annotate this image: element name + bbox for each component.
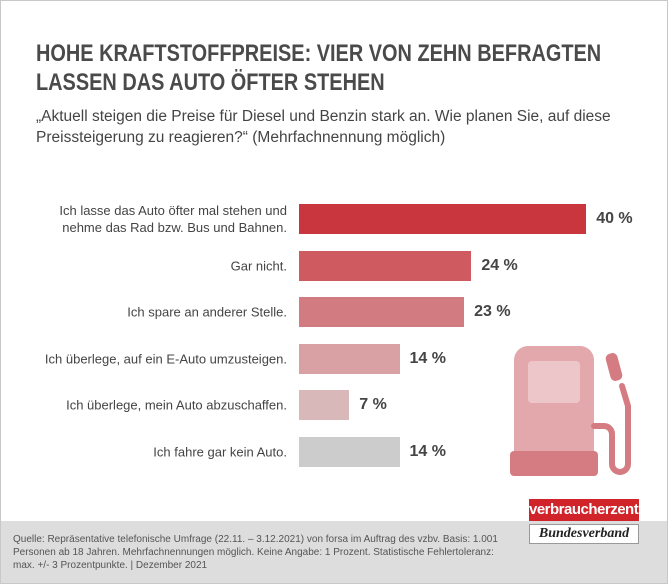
fuel-pump-icon (510, 346, 631, 476)
category-label: Ich spare an anderer Stelle. (127, 304, 287, 320)
value-label: 14 % (409, 443, 446, 460)
chart-title: HOHE KRAFTSTOFFPREISE: VIER VON ZEHN BEF… (36, 40, 602, 96)
logo: verbraucherzentrale (529, 499, 663, 521)
category-label: Ich lasse das Auto öfter mal stehen und … (59, 203, 287, 235)
logo-subtitle: Bundesverband (529, 524, 639, 544)
bar (299, 437, 400, 467)
bar (299, 297, 465, 328)
value-label: 23 % (474, 303, 511, 321)
bar (299, 390, 350, 421)
value-label: 14 % (409, 349, 446, 367)
category-label: Gar nicht. (230, 258, 287, 274)
bar (299, 343, 400, 374)
value-label: 40 % (596, 210, 633, 227)
category-label: Ich fahre gar kein Auto. (153, 444, 287, 460)
category-label: Ich überlege, auf ein E-Auto umzusteigen… (44, 351, 287, 367)
value-label: 24 % (481, 256, 518, 274)
value-label: 7 % (359, 396, 387, 414)
category-label: Ich überlege, mein Auto abzuschaffen. (66, 397, 287, 413)
bar (299, 250, 472, 281)
source-note: Quelle: Repräsentative telefonische Umfr… (13, 534, 498, 571)
bar (299, 204, 587, 234)
chart-subtitle: „Aktuell steigen die Preise für Diesel u… (36, 108, 611, 146)
